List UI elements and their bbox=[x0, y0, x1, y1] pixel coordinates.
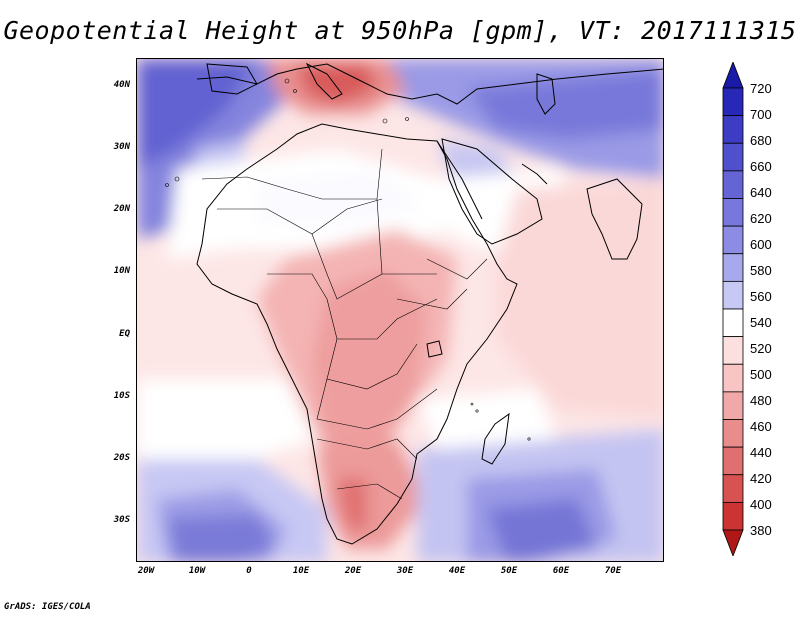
lat-tick-label: 20S bbox=[113, 453, 130, 463]
grads-credit: GrADS: IGES/COLA bbox=[4, 602, 91, 612]
map-panel bbox=[136, 58, 664, 562]
colorbar-swatch bbox=[722, 336, 744, 365]
lon-tick-label: 70E bbox=[604, 566, 622, 576]
colorbar-swatch bbox=[722, 170, 744, 199]
colorbar-label: 640 bbox=[750, 185, 772, 200]
chart-title: Geopotential Height at 950hPa [gpm], VT:… bbox=[3, 16, 797, 45]
lon-tick-label: 60E bbox=[552, 566, 570, 576]
colorbar-swatch bbox=[722, 501, 744, 531]
colorbar-swatch bbox=[722, 142, 744, 172]
colorbar-label: 500 bbox=[750, 367, 772, 382]
colorbar-label: 460 bbox=[750, 419, 772, 434]
lon-tick-label: 0 bbox=[246, 566, 252, 576]
colorbar-swatch bbox=[722, 474, 744, 503]
colorbar-swatch bbox=[722, 446, 744, 476]
colorbar-label: 620 bbox=[750, 211, 772, 226]
colorbar-swatch bbox=[722, 308, 744, 338]
lon-tick-label: 40E bbox=[448, 566, 466, 576]
country-borders bbox=[201, 148, 488, 500]
lon-tick-label: 10E bbox=[292, 566, 310, 576]
lat-tick-label: 30N bbox=[113, 142, 130, 152]
colorbar-label: 440 bbox=[750, 445, 772, 460]
lon-tick-label: 10W bbox=[188, 566, 206, 576]
colorbar-swatch bbox=[722, 115, 744, 144]
colorbar-swatch bbox=[722, 225, 744, 255]
lon-tick-label: 50E bbox=[500, 566, 518, 576]
lat-tick-label: 40N bbox=[113, 80, 130, 90]
colorbar-label: 400 bbox=[750, 497, 772, 512]
colorbar-swatch bbox=[722, 253, 744, 282]
colorbar-swatch bbox=[722, 391, 744, 420]
colorbar-swatch bbox=[722, 419, 744, 448]
colorbar-label: 580 bbox=[750, 263, 772, 278]
colorbar-label: 700 bbox=[750, 107, 772, 122]
colorbar-swatch bbox=[722, 198, 744, 227]
lat-tick-label: 10N bbox=[113, 266, 130, 276]
colorbar-label: 480 bbox=[750, 393, 772, 408]
colorbar-swatch bbox=[722, 280, 744, 310]
colorbar-swatch bbox=[722, 363, 744, 393]
lon-tick-label: 20E bbox=[344, 566, 362, 576]
colorbar-label: 680 bbox=[750, 133, 772, 148]
colorbar-swatch bbox=[722, 87, 744, 117]
colorbar-top-cap bbox=[722, 62, 744, 89]
lon-tick-label: 30E bbox=[396, 566, 414, 576]
colorbar-label: 520 bbox=[750, 341, 772, 356]
colorbar-label: 660 bbox=[750, 159, 772, 174]
colorbar-label: 720 bbox=[750, 81, 772, 96]
lat-tick-label: 30S bbox=[113, 515, 130, 525]
colorbar bbox=[722, 62, 744, 556]
colorbar-label: 560 bbox=[750, 289, 772, 304]
lat-tick-label: 20N bbox=[113, 204, 130, 214]
colorbar-label: 380 bbox=[750, 523, 772, 538]
colorbar-label: 540 bbox=[750, 315, 772, 330]
geopotential-field-map bbox=[137, 59, 663, 561]
lon-tick-label: 20W bbox=[137, 566, 155, 576]
islands bbox=[165, 78, 531, 441]
colorbar-label: 420 bbox=[750, 471, 772, 486]
lat-tick-label: 10S bbox=[113, 391, 130, 401]
colorbar-bottom-cap bbox=[722, 529, 744, 556]
lat-tick-label: EQ bbox=[119, 329, 130, 339]
coastlines bbox=[196, 62, 663, 545]
colorbar-label: 600 bbox=[750, 237, 772, 252]
